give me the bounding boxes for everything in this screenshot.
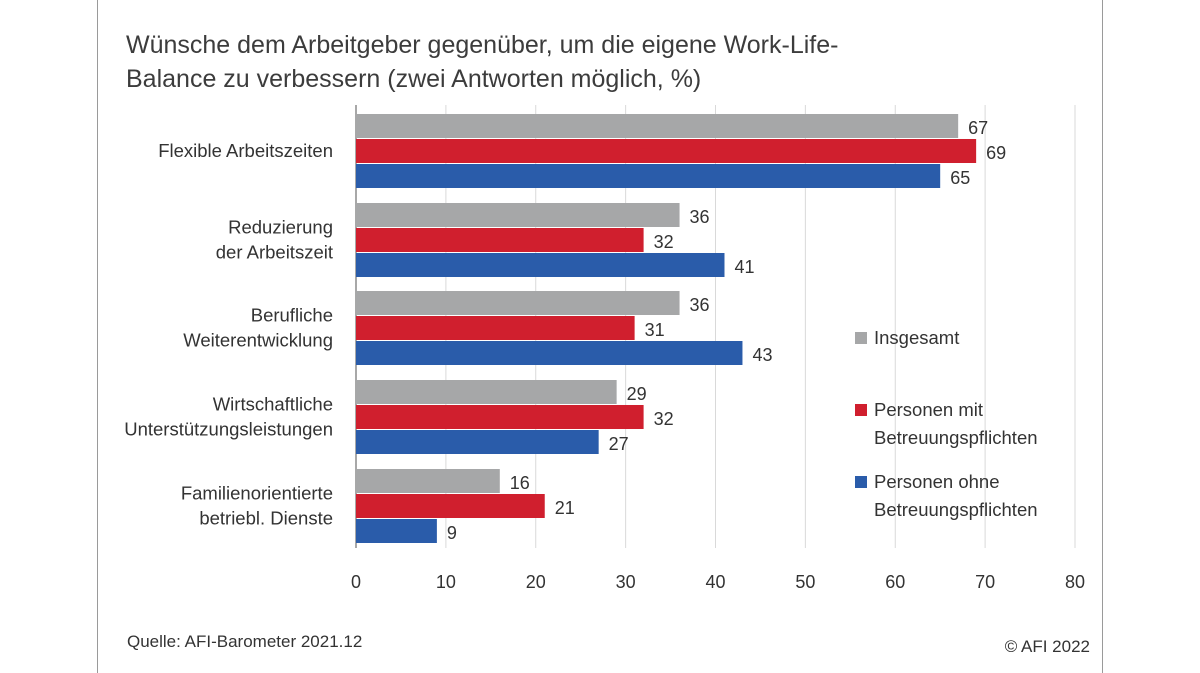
category-label: Reduzierung: [228, 217, 333, 238]
x-tick-label: 50: [795, 572, 815, 592]
x-tick-label: 80: [1065, 572, 1085, 592]
bar: [356, 203, 680, 227]
data-label: 41: [734, 257, 754, 277]
bar: [356, 380, 617, 404]
category-label: Wirtschaftliche: [213, 394, 333, 415]
x-tick-label: 40: [705, 572, 725, 592]
legend-label: Betreuungspflichten: [874, 499, 1038, 520]
x-tick-label: 20: [526, 572, 546, 592]
source-note: Quelle: AFI-Barometer 2021.12: [127, 632, 363, 651]
chart-title: Wünsche dem Arbeitgeber gegenüber, um di…: [126, 28, 886, 96]
legend-label: Personen ohne: [874, 471, 1000, 492]
legend-swatch: [855, 404, 867, 416]
data-label: 36: [690, 207, 710, 227]
bar: [356, 164, 941, 188]
legend-label: Insgesamt: [874, 327, 959, 348]
legend-label: Betreuungspflichten: [874, 427, 1038, 448]
category-label: der Arbeitszeit: [216, 242, 333, 263]
bar: [356, 114, 959, 138]
bar: [356, 405, 644, 429]
bar: [356, 253, 725, 277]
bar: [356, 430, 599, 454]
bar: [356, 494, 545, 518]
data-label: 16: [510, 473, 530, 493]
data-label: 27: [609, 434, 629, 454]
data-label: 31: [645, 320, 665, 340]
category-label: Flexible Arbeitszeiten: [158, 140, 333, 161]
category-label: Unterstützungsleistungen: [124, 419, 333, 440]
title-line-2: Balance zu verbessern (zwei Antworten mö…: [126, 65, 702, 93]
data-label: 67: [968, 118, 988, 138]
data-label: 36: [690, 295, 710, 315]
x-tick-label: 60: [885, 572, 905, 592]
title-line-1: Wünsche dem Arbeitgeber gegenüber, um di…: [126, 31, 839, 59]
data-label: 21: [555, 498, 575, 518]
bar: [356, 316, 635, 340]
bar: [356, 139, 977, 163]
category-label: Familienorientierte: [181, 483, 333, 504]
data-label: 69: [986, 143, 1006, 163]
legend-swatch: [855, 476, 867, 488]
legend-swatch: [855, 332, 867, 344]
legend-label: Personen mit: [874, 399, 983, 420]
copyright-note: © AFI 2022: [1004, 637, 1090, 656]
data-label: 32: [654, 232, 674, 252]
x-tick-label: 30: [616, 572, 636, 592]
category-label: Berufliche: [251, 305, 333, 326]
bar: [356, 291, 680, 315]
data-label: 32: [654, 409, 674, 429]
bar: [356, 341, 743, 365]
data-label: 9: [447, 523, 457, 543]
x-tick-label: 0: [351, 572, 361, 592]
x-tick-label: 10: [436, 572, 456, 592]
bar: [356, 519, 437, 543]
category-label: betriebl. Dienste: [199, 508, 333, 529]
bar: [356, 469, 500, 493]
data-label: 43: [752, 345, 772, 365]
x-tick-label: 70: [975, 572, 995, 592]
data-label: 65: [950, 168, 970, 188]
data-label: 29: [627, 384, 647, 404]
chart-frame: [97, 0, 1103, 673]
category-label: Weiterentwicklung: [183, 330, 333, 351]
bar: [356, 228, 644, 252]
